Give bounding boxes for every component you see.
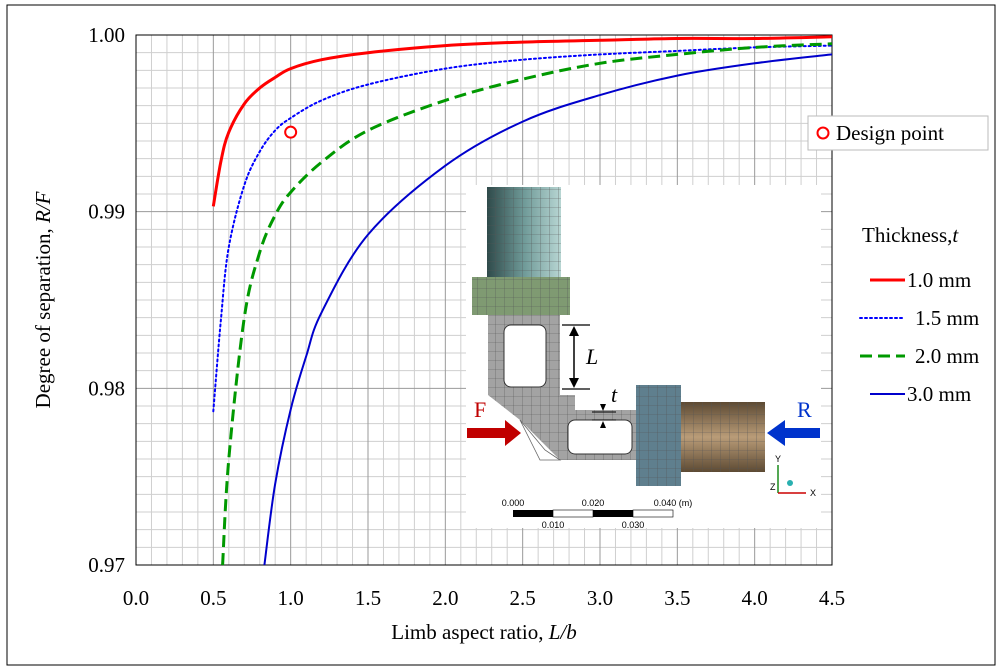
- triad-z-dot: [787, 480, 793, 486]
- scale-seg-4: [632, 509, 674, 518]
- scale-label-0: 0.000: [502, 498, 525, 508]
- x-tick-label: 3.5: [664, 586, 690, 610]
- scale-label-020: 0.020: [582, 498, 605, 508]
- legend-label-1: 1.0 mm: [907, 268, 971, 292]
- x-tick-label: 1.0: [278, 586, 304, 610]
- series-line-4: [263, 53, 833, 566]
- dim-t-arrow-down-icon: [600, 404, 606, 411]
- x-tick-label: 4.5: [819, 586, 845, 610]
- plot-area-frame: [135, 34, 833, 566]
- label-t: t: [611, 382, 618, 407]
- triad-x-label: X: [810, 488, 816, 498]
- dim-L-arrow-up-icon: [569, 326, 579, 336]
- x-tick-label: 2.5: [510, 586, 536, 610]
- x-tick-label: 4.0: [742, 586, 768, 610]
- y-tick-label: 0.97: [88, 553, 125, 577]
- design-point-legend: Design point: [807, 115, 989, 151]
- inset-mesh-body: [472, 187, 765, 486]
- series-line-1: [211, 35, 833, 207]
- x-tick-labels: 0.0 0.5 1.0 1.5 2.0 2.5 3.0 3.5 4.0 4.5: [123, 586, 845, 610]
- y-axis-title: Degree of separation, R/F: [31, 191, 55, 408]
- scale-label-030: 0.030: [622, 520, 645, 530]
- force-F-arrow-icon: [467, 420, 521, 446]
- x-tick-label: 3.0: [587, 586, 613, 610]
- legend-label-3: 2.0 mm: [915, 344, 979, 368]
- scale-bar: 0.000 0.020 0.040 (m) 0.010 0.030: [502, 498, 693, 530]
- legend-label-4: 3.0 mm: [907, 382, 971, 406]
- legend-label-2: 1.5 mm: [915, 306, 979, 330]
- hole-upper: [503, 324, 547, 388]
- triad-y-label: Y: [775, 454, 781, 464]
- dim-t-arrow-up-icon: [600, 421, 606, 428]
- hole-lower: [567, 419, 633, 455]
- legend-title: Thickness,t: [862, 223, 959, 247]
- dim-L-arrow-down-icon: [569, 378, 579, 388]
- scale-label-040: 0.040 (m): [654, 498, 693, 508]
- thickness-legend: Thickness,t 1.0 mm 1.5 mm 2.0 mm 3.0 mm: [859, 223, 979, 406]
- right-block-mesh: [681, 402, 765, 472]
- series-line-2: [212, 44, 833, 413]
- triad-z-label: Z: [770, 482, 776, 492]
- scale-label-010: 0.010: [542, 520, 565, 530]
- label-F: F: [474, 397, 486, 422]
- design-point-marker: [284, 125, 298, 139]
- upper-plate-mesh: [472, 277, 570, 315]
- scale-seg-3: [593, 510, 633, 517]
- label-L: L: [585, 344, 598, 369]
- y-tick-label: 0.98: [88, 376, 125, 400]
- y-tick-label: 1.00: [88, 23, 125, 47]
- design-point-legend-label: Design point: [836, 121, 944, 145]
- design-point-legend-marker: [816, 126, 830, 140]
- upper-block-mesh: [487, 187, 561, 277]
- force-R-arrow-icon: [767, 420, 820, 446]
- scale-seg-1: [513, 510, 553, 517]
- x-tick-label: 0.0: [123, 586, 149, 610]
- annotation-layer: [284, 125, 298, 139]
- y-tick-label: 0.99: [88, 200, 125, 224]
- x-axis-title: Limb aspect ratio, L/b: [391, 620, 576, 644]
- inset-mesh-figure: L t F R 0.000 0.020 0.040 (m) 0.010 0.03…: [466, 185, 821, 530]
- right-plate-mesh: [636, 385, 681, 486]
- scale-seg-2: [552, 509, 594, 518]
- contact-notch: [519, 419, 562, 461]
- design-legend-box: [807, 115, 989, 151]
- x-tick-label: 0.5: [200, 586, 226, 610]
- series-line-3: [221, 42, 833, 566]
- label-R: R: [797, 397, 812, 422]
- y-tick-labels: 0.97 0.98 0.99 1.00: [88, 23, 125, 577]
- series-layer: [211, 35, 833, 566]
- x-tick-label: 1.5: [355, 586, 381, 610]
- x-tick-label: 2.0: [432, 586, 458, 610]
- triad-icon: Y Z X: [770, 454, 816, 498]
